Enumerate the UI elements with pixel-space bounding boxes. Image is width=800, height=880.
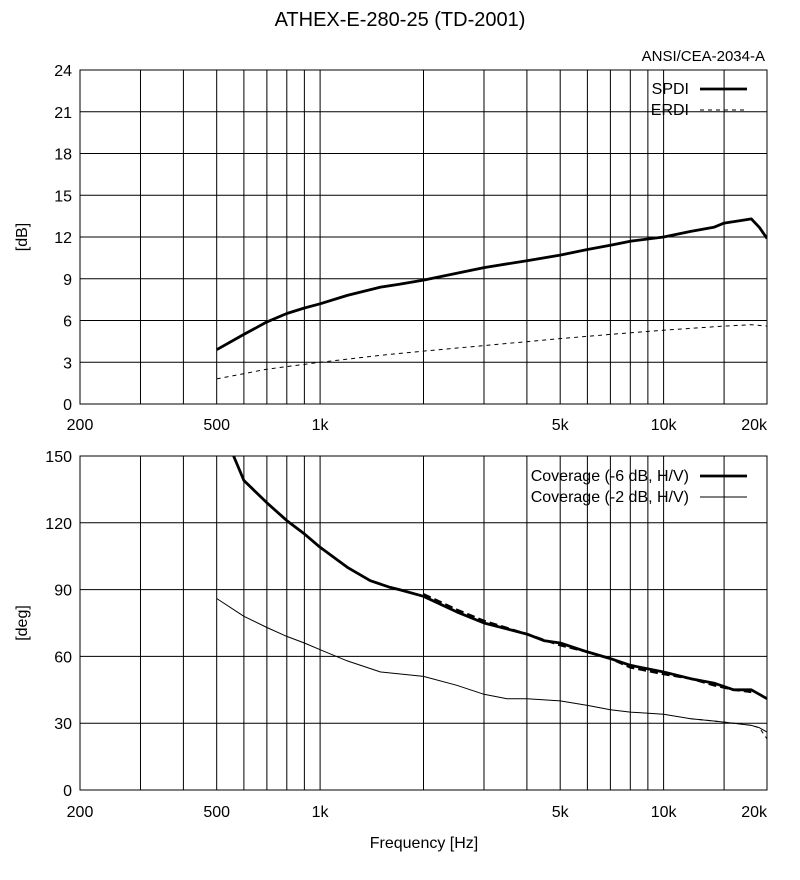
bottom-x-tick-label: 10k [651,804,678,821]
bottom-series-line-1 [423,593,752,694]
y-axis-label-bottom: [deg] [14,605,31,641]
y-axis-label-top: [dB] [14,223,31,251]
bottom-series-line-3 [690,718,767,740]
bottom-y-tick-label: 60 [54,649,72,666]
top-x-tick-label: 10k [651,417,678,434]
top-legend-label: SPDI [652,81,689,98]
top-x-tick-label: 200 [67,417,94,434]
standard-label: ANSI/CEA-2034-A [642,48,765,65]
bottom-legend-label: Coverage (-6 dB, H/V) [531,468,689,485]
panel-directivity: 0 3 6 9 12 15 18 21 24 200 500 1k 5k 10k 20k SPDI ERDI [54,63,768,434]
top-y-tick-label: 21 [54,105,72,122]
panel-coverage: 0 30 60 90 120 150 200 500 1k 5k 10k 20k Coverage (-… [45,449,768,821]
top-y-tick-label: 12 [54,230,72,247]
bottom-y-tick-label: 30 [54,716,72,733]
top-y-tick-label: 15 [54,188,72,205]
top-y-tick-label: 6 [63,314,72,331]
bottom-x-tick-label: 5k [552,804,570,821]
top-x-tick-label: 1k [312,417,330,434]
top-legend-label: ERDI [651,102,689,119]
bottom-legend-label: Coverage (-2 dB, H/V) [531,489,689,506]
top-x-tick-label: 5k [552,417,570,434]
x-axis-label: Frequency [Hz] [370,835,478,852]
bottom-x-tick-label: 1k [312,804,330,821]
chart-title: ATHEX-E-280-25 (TD-2001) [275,9,526,31]
bottom-x-tick-label: 200 [67,804,94,821]
bottom-plot-frame [79,455,768,791]
top-series-line-1 [216,324,767,380]
bottom-x-tick-label: 500 [203,804,230,821]
top-series-line-0 [216,217,767,351]
bottom-y-tick-label: 120 [45,516,72,533]
bottom-y-tick-label: 0 [63,783,72,800]
top-y-tick-label: 3 [63,355,72,372]
bottom-y-tick-label: 150 [45,449,72,466]
top-y-tick-label: 0 [63,397,72,414]
top-x-tick-label: 20k [741,417,768,434]
top-x-tick-label: 500 [203,417,230,434]
bottom-x-tick-label: 20k [741,804,768,821]
bottom-y-tick-label: 90 [54,583,72,600]
top-y-tick-label: 18 [54,147,72,164]
top-y-tick-label: 9 [63,272,72,289]
top-y-tick-label: 24 [54,63,72,80]
